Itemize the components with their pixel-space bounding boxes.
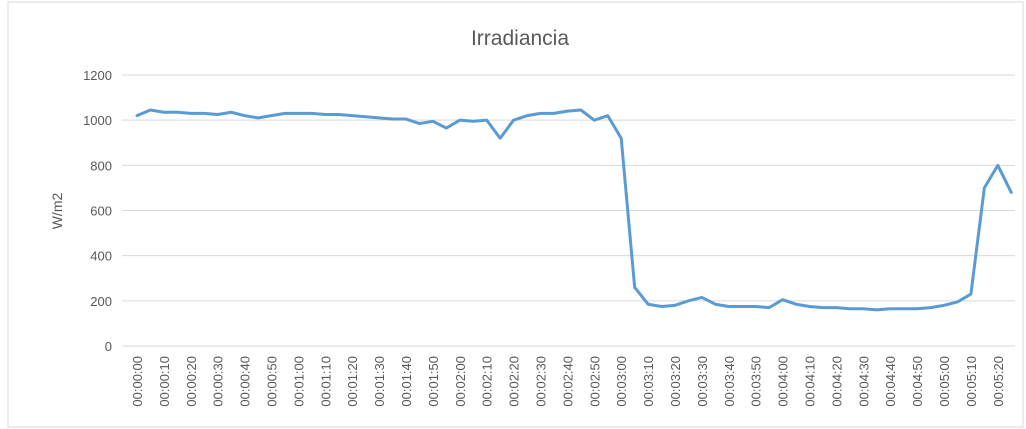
x-tick-label: 00:00:00 [130, 356, 145, 407]
x-tick-label: 00:03:00 [614, 356, 629, 407]
x-tick-label: 00:05:00 [937, 356, 952, 407]
x-tick-label: 00:03:50 [749, 356, 764, 407]
chart-title: Irradiancia [471, 27, 569, 50]
x-tick-label: 00:03:30 [695, 356, 710, 407]
y-tick-label: 1200 [83, 68, 112, 83]
x-tick-label: 00:03:20 [668, 356, 683, 407]
x-tick-label: 00:01:30 [372, 356, 387, 407]
x-tick-label: 00:02:10 [480, 356, 495, 407]
y-tick-label: 200 [90, 294, 112, 309]
x-tick-label: 00:01:50 [426, 356, 441, 407]
x-tick-label: 00:04:00 [776, 356, 791, 407]
y-tick-label: 600 [90, 204, 112, 219]
x-tick-label: 00:00:10 [157, 356, 172, 407]
x-tick-label: 00:00:30 [211, 356, 226, 407]
y-tick-label: 400 [90, 249, 112, 264]
y-tick-label: 0 [105, 339, 112, 354]
x-tick-label: 00:04:30 [856, 356, 871, 407]
chart-frame [7, 1, 1024, 428]
x-tick-label: 00:02:30 [534, 356, 549, 407]
x-tick-label: 00:00:50 [265, 356, 280, 407]
x-tick-label: 00:04:20 [829, 356, 844, 407]
x-tick-label: 00:02:20 [507, 356, 522, 407]
x-tick-label: 00:03:40 [722, 356, 737, 407]
x-tick-label: 00:02:40 [560, 356, 575, 407]
x-tick-label: 00:01:40 [399, 356, 414, 407]
x-tick-label: 00:03:10 [641, 356, 656, 407]
x-tick-label: 00:01:00 [291, 356, 306, 407]
x-tick-label: 00:05:10 [964, 356, 979, 407]
x-tick-label: 00:01:10 [318, 356, 333, 407]
x-tick-label: 00:04:10 [803, 356, 818, 407]
x-tick-label: 00:00:40 [238, 356, 253, 407]
y-tick-label: 800 [90, 158, 112, 173]
x-tick-label: 00:05:20 [991, 356, 1006, 407]
series-line [135, 108, 1013, 312]
x-tick-label: 00:01:20 [345, 356, 360, 407]
x-tick-label: 00:00:20 [184, 356, 199, 407]
x-tick-label: 00:02:00 [453, 356, 468, 407]
x-tick-label: 00:04:40 [883, 356, 898, 407]
x-tick-label: 00:02:50 [587, 356, 602, 407]
y-axis-label: W/m2 [49, 193, 65, 230]
x-tick-label: 00:04:50 [910, 356, 925, 407]
y-tick-label: 1000 [83, 113, 112, 128]
